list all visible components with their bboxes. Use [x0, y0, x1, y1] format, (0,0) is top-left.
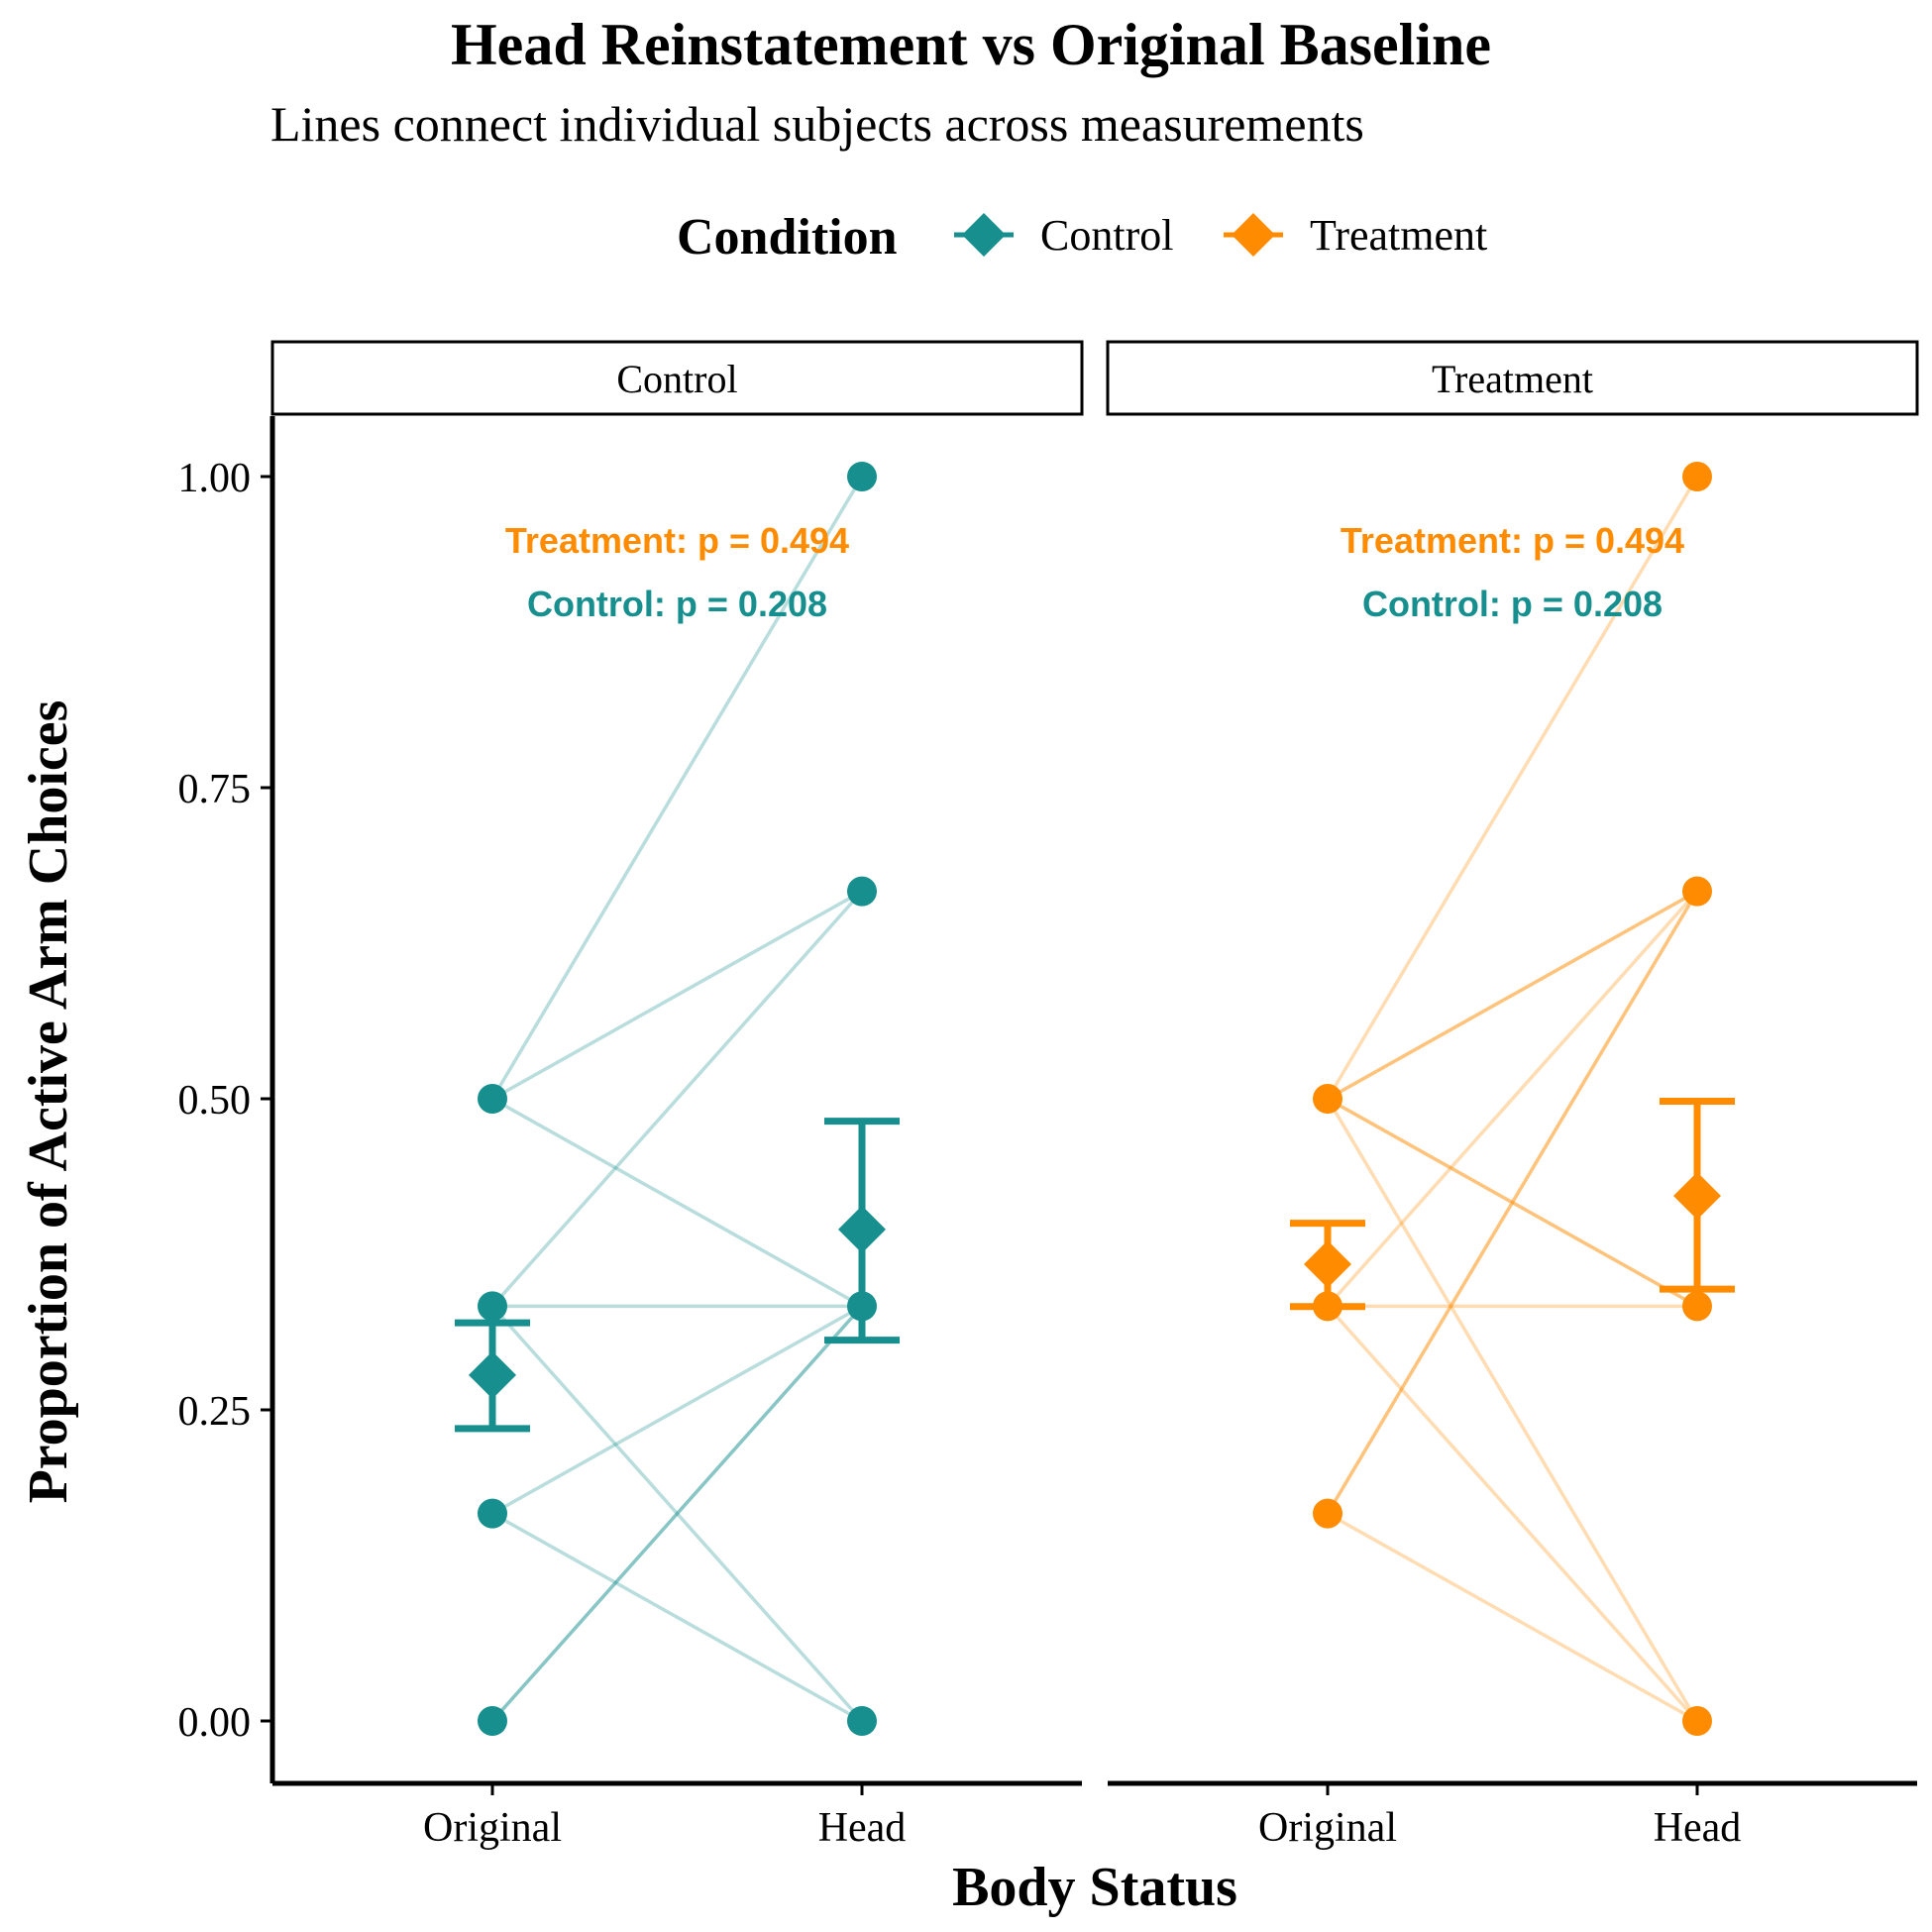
subject-line	[1326, 890, 1699, 1515]
y-tick-label: 0.75	[178, 767, 252, 812]
subject-point	[478, 1291, 507, 1322]
y-tick-label: 0.25	[178, 1389, 252, 1435]
subject-line	[491, 1304, 863, 1516]
subject-point	[478, 1084, 507, 1114]
subject-line	[1327, 1512, 1698, 1723]
subject-line	[490, 476, 864, 1100]
subject-point	[478, 1498, 507, 1529]
x-tick-label: Head	[818, 1805, 907, 1851]
facet-strip-label: Treatment	[1432, 357, 1593, 401]
subject-point	[847, 462, 877, 491]
subject-line	[491, 1097, 863, 1308]
x-axis-title: Body Status	[952, 1857, 1237, 1918]
x-tick-label: Original	[423, 1805, 562, 1851]
subject-point	[1682, 1291, 1712, 1322]
subject-line	[491, 890, 863, 1101]
subject-line	[490, 1305, 864, 1723]
annotation-treatment-p: Treatment: p = 0.494	[505, 520, 849, 561]
legend-label-treatment: Treatment	[1310, 211, 1487, 260]
subject-line	[1327, 1097, 1698, 1308]
subject-line	[1326, 1305, 1699, 1723]
subject-line	[1327, 890, 1698, 1101]
subject-point	[1682, 1706, 1712, 1736]
subject-point	[847, 876, 877, 907]
y-tick-label: 0.50	[178, 1078, 252, 1124]
subject-line	[1327, 890, 1698, 1101]
legend-key-treatment	[1224, 213, 1283, 257]
chart-title: Head Reinstatement vs Original Baseline	[451, 12, 1491, 77]
subject-line	[490, 1305, 864, 1723]
subject-line	[1326, 476, 1699, 1100]
subject-line	[490, 1305, 864, 1723]
y-tick-label: 1.00	[178, 456, 252, 501]
subject-line	[1326, 890, 1699, 1515]
subject-point	[1313, 1084, 1342, 1114]
subject-point	[1313, 1498, 1342, 1529]
chart-subtitle: Lines connect individual subjects across…	[270, 96, 1364, 152]
mean-diamond	[1673, 1171, 1721, 1220]
legend-key-control	[954, 213, 1014, 257]
subject-line	[1326, 1098, 1699, 1722]
subject-point	[1682, 876, 1712, 907]
legend-label-control: Control	[1040, 211, 1173, 260]
facet-strip	[1106, 340, 1919, 416]
subject-line	[491, 1512, 863, 1723]
subject-point	[1682, 462, 1712, 491]
facet-strip	[270, 340, 1084, 416]
x-tick-label: Head	[1654, 1805, 1742, 1851]
x-tick-label: Original	[1258, 1805, 1397, 1851]
y-axis-title: Proportion of Active Arm Choices	[18, 700, 79, 1504]
subject-line	[1326, 890, 1699, 1308]
subject-line	[490, 890, 864, 1308]
annotation-treatment-p: Treatment: p = 0.494	[1341, 520, 1684, 561]
y-tick-label: 0.00	[178, 1700, 252, 1746]
mean-diamond	[469, 1350, 516, 1399]
panel-control: Control Original Head Treatment: p = 0.494 C…	[270, 340, 1084, 1851]
mean-diamond	[1304, 1240, 1351, 1289]
legend: Condition Control Treatment	[677, 209, 1487, 266]
mean-diamond	[838, 1205, 886, 1253]
annotation-control-p: Control: p = 0.208	[527, 584, 827, 624]
subject-point	[478, 1706, 507, 1736]
legend-title: Condition	[677, 209, 898, 266]
annotation-control-p: Control: p = 0.208	[1362, 584, 1663, 624]
subject-line	[1327, 1097, 1698, 1308]
panel-treatment: Treatment Original Head Treatment: p = 0.49…	[1106, 340, 1919, 1851]
facet-strip-label: Control	[616, 357, 737, 401]
subject-point	[847, 1706, 877, 1736]
